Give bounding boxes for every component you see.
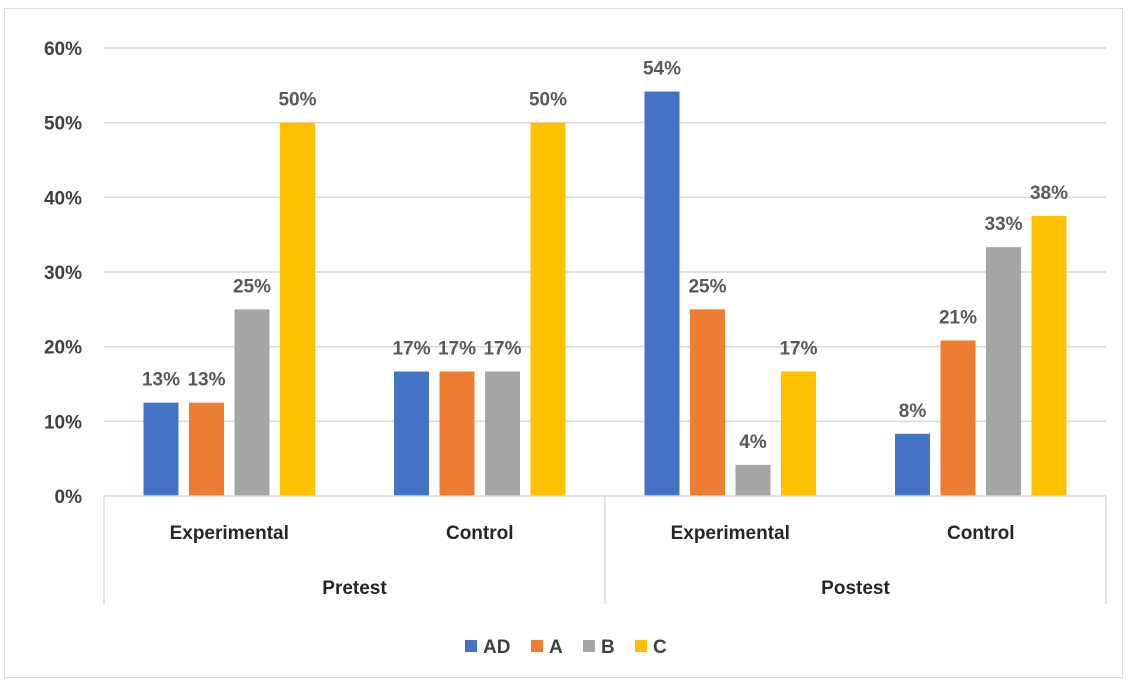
data-label: 54% bbox=[643, 59, 681, 80]
data-label: 8% bbox=[899, 401, 927, 422]
legend-swatch-b bbox=[583, 640, 595, 652]
bars bbox=[143, 91, 1067, 497]
x-category-label: Experimental bbox=[671, 523, 790, 544]
y-tick-label: 40% bbox=[44, 188, 82, 209]
data-label: 4% bbox=[739, 432, 767, 453]
bar-a bbox=[189, 402, 224, 496]
y-tick-label: 50% bbox=[44, 114, 82, 135]
data-label: 50% bbox=[278, 90, 316, 111]
bar-ad bbox=[895, 433, 930, 496]
y-tick-label: 60% bbox=[44, 39, 82, 60]
x-axis: Experimental Control Experimental Control Pr… bbox=[103, 495, 1107, 604]
data-label: 33% bbox=[984, 214, 1022, 235]
legend-label: AD bbox=[483, 637, 510, 658]
legend-swatch-a bbox=[531, 640, 543, 652]
legend: AD A B C bbox=[465, 637, 667, 658]
x-category-label: Control bbox=[947, 523, 1015, 544]
gridlines bbox=[104, 47, 1106, 423]
y-tick-label: 20% bbox=[44, 338, 82, 359]
data-label: 25% bbox=[233, 276, 271, 297]
data-label: 25% bbox=[688, 276, 726, 297]
bar-a bbox=[940, 340, 976, 496]
data-label: 17% bbox=[438, 339, 476, 360]
x-group-label: Pretest bbox=[322, 578, 387, 599]
legend-swatch-c bbox=[635, 640, 647, 652]
bar-b bbox=[735, 464, 771, 496]
data-label: 21% bbox=[939, 307, 977, 328]
y-tick-label: 0% bbox=[55, 487, 83, 508]
legend-label: C bbox=[653, 637, 667, 658]
x-group-label: Postest bbox=[821, 578, 890, 599]
bar-ad bbox=[644, 91, 680, 496]
bar-c bbox=[530, 122, 566, 497]
bar-b bbox=[986, 247, 1021, 496]
bar-ad bbox=[143, 402, 179, 496]
legend-label: B bbox=[601, 637, 615, 658]
data-label: 13% bbox=[187, 370, 225, 391]
data-label: 13% bbox=[142, 370, 180, 391]
data-label: 38% bbox=[1030, 183, 1068, 204]
bar-a bbox=[439, 371, 475, 496]
bar-b bbox=[234, 309, 270, 496]
y-axis-tick-labels: 0% 10% 20% 30% 40% 50% 60% bbox=[44, 39, 82, 508]
bar-c bbox=[280, 122, 315, 497]
x-category-label: Control bbox=[446, 523, 514, 544]
legend-swatch-ad bbox=[465, 640, 477, 652]
legend-label: A bbox=[549, 637, 563, 658]
bar-b bbox=[485, 371, 520, 496]
data-label: 17% bbox=[483, 339, 521, 360]
data-label: 17% bbox=[392, 339, 430, 360]
x-category-label: Experimental bbox=[170, 523, 289, 544]
bar-ad bbox=[394, 371, 429, 496]
data-label: 50% bbox=[529, 90, 567, 111]
bar-c bbox=[781, 371, 816, 496]
bar-c bbox=[1031, 216, 1067, 496]
bar-a bbox=[690, 309, 725, 496]
data-label: 17% bbox=[779, 339, 817, 360]
y-tick-label: 10% bbox=[44, 412, 82, 433]
data-labels: 13% 17% 54% 8% 13% 17% 25% 21% 25% 17% 4% 33% 50% 50%… bbox=[142, 59, 1068, 453]
y-tick-label: 30% bbox=[44, 263, 82, 284]
